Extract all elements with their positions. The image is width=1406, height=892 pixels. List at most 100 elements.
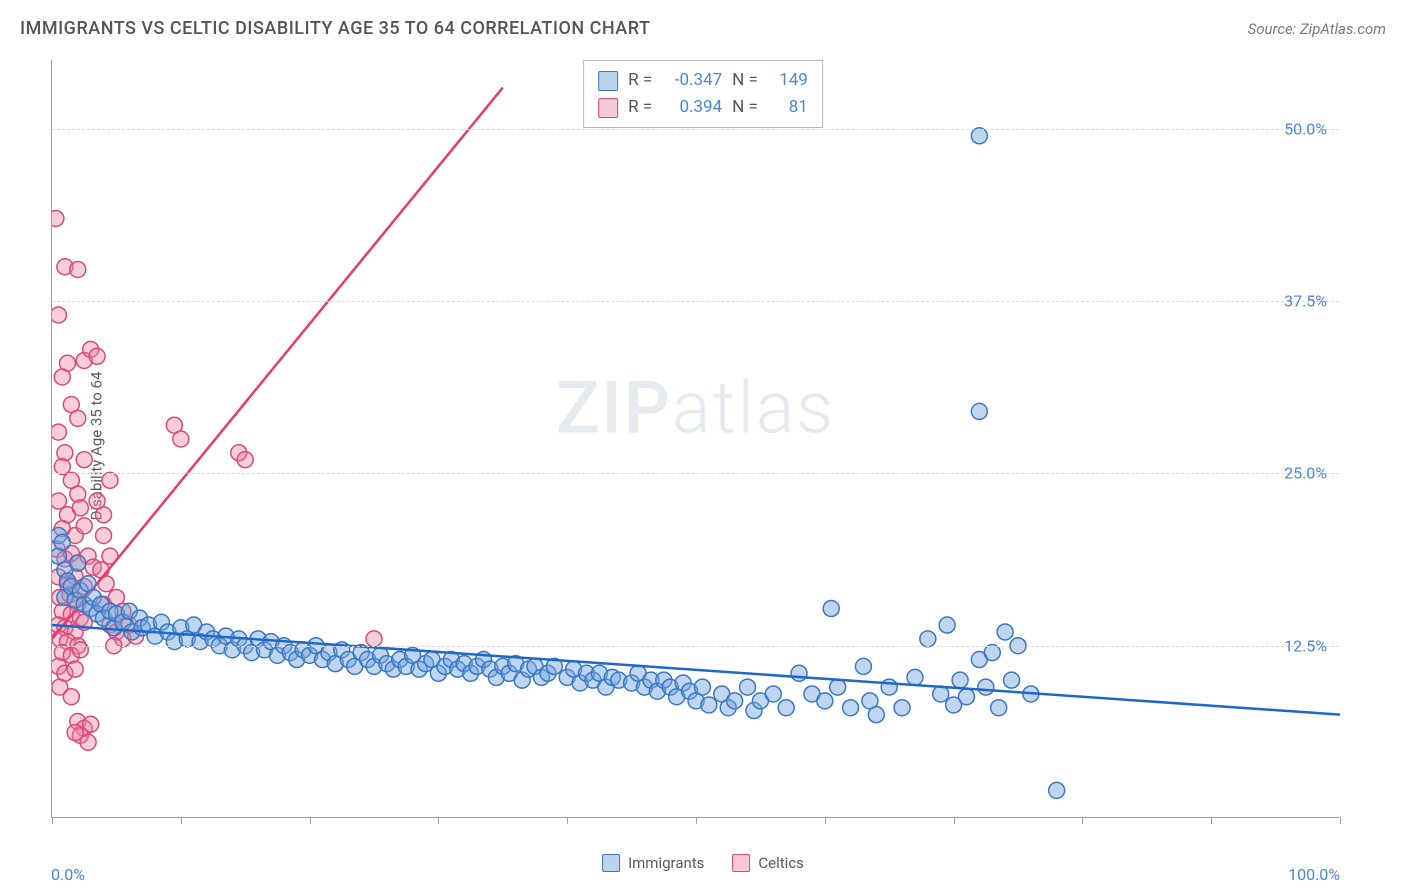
swatch-blue-icon xyxy=(602,854,620,872)
celtics-point xyxy=(96,507,112,523)
plot-area: ZIPatlas 12.5%25.0%37.5%50.0% xyxy=(51,60,1339,818)
immigrants-point xyxy=(907,669,923,685)
immigrants-point xyxy=(1049,782,1065,798)
celtics-point xyxy=(52,424,66,440)
celtics-point xyxy=(54,459,70,475)
celtics-point xyxy=(63,689,79,705)
immigrants-point xyxy=(952,672,968,688)
stats-row-celtics: R = 0.394 N = 81 xyxy=(598,94,808,121)
chart-title: IMMIGRANTS VS CELTIC DISABILITY AGE 35 T… xyxy=(20,18,1386,39)
immigrants-point xyxy=(881,679,897,695)
immigrants-point xyxy=(971,128,987,144)
n-value-celtics: 81 xyxy=(768,94,808,121)
celtics-point xyxy=(52,493,66,509)
immigrants-point xyxy=(830,679,846,695)
legend-item-celtics: Celtics xyxy=(732,854,804,872)
celtics-point xyxy=(96,527,112,543)
immigrants-point xyxy=(727,693,743,709)
immigrants-point xyxy=(54,534,70,550)
source-name: ZipAtlas.com xyxy=(1300,20,1386,38)
immigrants-point xyxy=(984,645,1000,661)
immigrants-point xyxy=(868,707,884,723)
celtics-point xyxy=(52,210,64,226)
x-tickmark xyxy=(696,817,697,824)
immigrants-point xyxy=(971,403,987,419)
n-label: N = xyxy=(732,67,758,94)
y-tick-label: 37.5% xyxy=(1284,292,1327,311)
correlation-stats-box: R = -0.347 N = 149 R = 0.394 N = 81 xyxy=(583,60,823,128)
swatch-pink-icon xyxy=(598,98,618,118)
x-tickmark xyxy=(52,817,53,824)
gridline xyxy=(52,129,1339,130)
x-tickmark xyxy=(567,817,568,824)
immigrants-point xyxy=(958,689,974,705)
x-tickmark xyxy=(438,817,439,824)
x-tickmark xyxy=(1211,817,1212,824)
y-tick-label: 12.5% xyxy=(1284,636,1327,655)
source-prefix: Source: xyxy=(1248,20,1300,38)
celtics-point xyxy=(70,410,86,426)
header: IMMIGRANTS VS CELTIC DISABILITY AGE 35 T… xyxy=(20,18,1386,48)
celtics-point xyxy=(52,307,66,323)
x-tickmark xyxy=(310,817,311,824)
immigrants-point xyxy=(855,658,871,674)
celtics-point xyxy=(173,431,189,447)
y-tick-label: 25.0% xyxy=(1284,464,1327,483)
x-tickmark xyxy=(954,817,955,824)
x-tickmark xyxy=(1082,817,1083,824)
celtics-point xyxy=(54,369,70,385)
celtics-point xyxy=(72,642,88,658)
legend-label-celtics: Celtics xyxy=(758,854,804,872)
immigrants-point xyxy=(978,679,994,695)
celtics-point xyxy=(70,261,86,277)
immigrants-point xyxy=(939,617,955,633)
r-label: R = xyxy=(628,67,652,94)
r-label: R = xyxy=(628,94,652,121)
scatter-svg xyxy=(52,60,1340,818)
immigrants-point xyxy=(817,693,833,709)
celtics-point xyxy=(67,661,83,677)
immigrants-point xyxy=(1004,672,1020,688)
immigrants-point xyxy=(920,631,936,647)
r-value-immigrants: -0.347 xyxy=(662,67,722,94)
x-max-label: 100.0% xyxy=(1288,865,1340,884)
y-tick-label: 50.0% xyxy=(1284,119,1327,138)
immigrants-point xyxy=(765,686,781,702)
celtics-point xyxy=(237,452,253,468)
celtics-point xyxy=(76,518,92,534)
x-tickmark xyxy=(1340,817,1341,824)
celtics-point xyxy=(366,631,382,647)
immigrants-point xyxy=(991,700,1007,716)
immigrants-point xyxy=(694,679,710,695)
x-tickmark xyxy=(181,817,182,824)
celtics-trendline xyxy=(52,88,503,639)
r-value-celtics: 0.394 xyxy=(662,94,722,121)
immigrants-point xyxy=(791,665,807,681)
immigrants-point xyxy=(997,624,1013,640)
x-tickmark xyxy=(825,817,826,824)
celtics-point xyxy=(102,472,118,488)
swatch-pink-icon xyxy=(732,854,750,872)
legend-label-immigrants: Immigrants xyxy=(628,854,704,872)
immigrants-point xyxy=(823,601,839,617)
gridline xyxy=(52,473,1339,474)
celtics-point xyxy=(72,500,88,516)
immigrants-point xyxy=(843,700,859,716)
legend: Immigrants Celtics xyxy=(602,854,804,872)
x-min-label: 0.0% xyxy=(51,865,85,884)
celtics-point xyxy=(67,725,83,741)
n-label: N = xyxy=(732,94,758,121)
immigrants-point xyxy=(70,555,86,571)
gridline xyxy=(52,301,1339,302)
swatch-blue-icon xyxy=(598,71,618,91)
gridline xyxy=(52,646,1339,647)
immigrants-point xyxy=(701,697,717,713)
n-value-immigrants: 149 xyxy=(768,67,808,94)
celtics-point xyxy=(89,348,105,364)
stats-row-immigrants: R = -0.347 N = 149 xyxy=(598,67,808,94)
immigrants-point xyxy=(894,700,910,716)
celtics-point xyxy=(76,452,92,468)
immigrants-point xyxy=(740,679,756,695)
legend-item-immigrants: Immigrants xyxy=(602,854,704,872)
immigrants-point xyxy=(778,700,794,716)
